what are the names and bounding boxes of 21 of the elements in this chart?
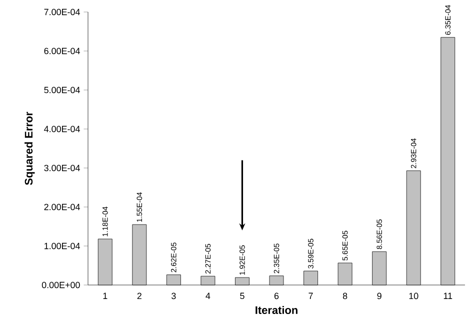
x-tick-label: 5 [240,292,244,300]
x-tick-label: 1 [103,292,108,299]
y-tick-label: 6.00E-04 [44,48,80,54]
x-tick-label: 8 [342,292,348,300]
x-tick-label: 10 [409,292,418,300]
y-tick-label: 7.00E-04 [44,8,80,16]
y-tick-label: 1.00E-04 [44,242,80,250]
x-axis-title: Iteration [256,306,298,314]
y-axis-title: Squared Error [24,112,35,186]
x-tick-label: 11 [444,292,452,299]
y-tick-label: 3.00E-04 [44,164,80,172]
y-tick-label: 2.00E-04 [44,204,80,210]
x-tick-label: 7 [308,292,313,299]
y-tick-label: 0.00E+00 [42,282,80,288]
x-tick-label: 4 [206,292,210,299]
x-tick-label: 3 [172,292,176,300]
x-tick-label: 6 [274,292,279,300]
y-tick-label: 5.00E-04 [44,86,80,94]
x-tick-label: 9 [377,292,382,300]
x-tick-label: 2 [137,292,142,300]
y-tick-label: 4.00E-04 [44,126,80,132]
